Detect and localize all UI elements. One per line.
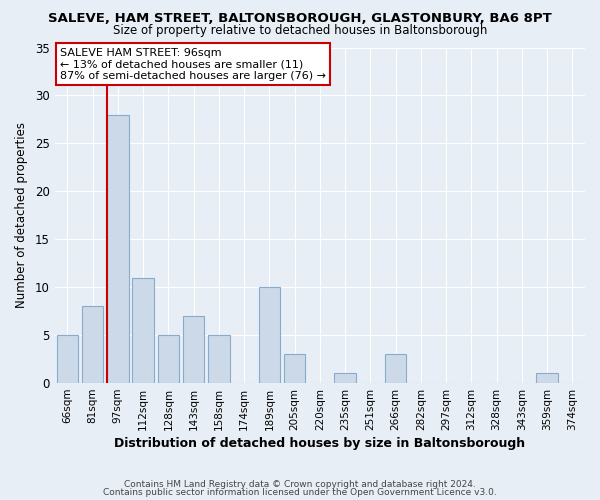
X-axis label: Distribution of detached houses by size in Baltonsborough: Distribution of detached houses by size … <box>114 437 526 450</box>
Bar <box>158 335 179 383</box>
Bar <box>82 306 103 383</box>
Text: SALEVE, HAM STREET, BALTONSBOROUGH, GLASTONBURY, BA6 8PT: SALEVE, HAM STREET, BALTONSBOROUGH, GLAS… <box>48 12 552 26</box>
Y-axis label: Number of detached properties: Number of detached properties <box>15 122 28 308</box>
Bar <box>259 287 280 383</box>
Bar <box>208 335 230 383</box>
Bar <box>536 374 558 383</box>
Bar <box>133 278 154 383</box>
Bar <box>183 316 205 383</box>
Bar <box>385 354 406 383</box>
Text: SALEVE HAM STREET: 96sqm
← 13% of detached houses are smaller (11)
87% of semi-d: SALEVE HAM STREET: 96sqm ← 13% of detach… <box>60 48 326 80</box>
Bar <box>56 335 78 383</box>
Text: Contains HM Land Registry data © Crown copyright and database right 2024.: Contains HM Land Registry data © Crown c… <box>124 480 476 489</box>
Text: Contains public sector information licensed under the Open Government Licence v3: Contains public sector information licen… <box>103 488 497 497</box>
Bar <box>334 374 356 383</box>
Bar <box>284 354 305 383</box>
Bar <box>107 114 128 383</box>
Text: Size of property relative to detached houses in Baltonsborough: Size of property relative to detached ho… <box>113 24 487 37</box>
